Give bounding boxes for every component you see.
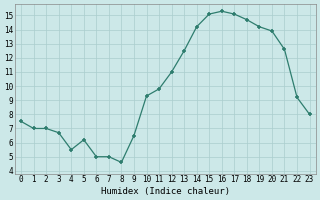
X-axis label: Humidex (Indice chaleur): Humidex (Indice chaleur) <box>101 187 230 196</box>
